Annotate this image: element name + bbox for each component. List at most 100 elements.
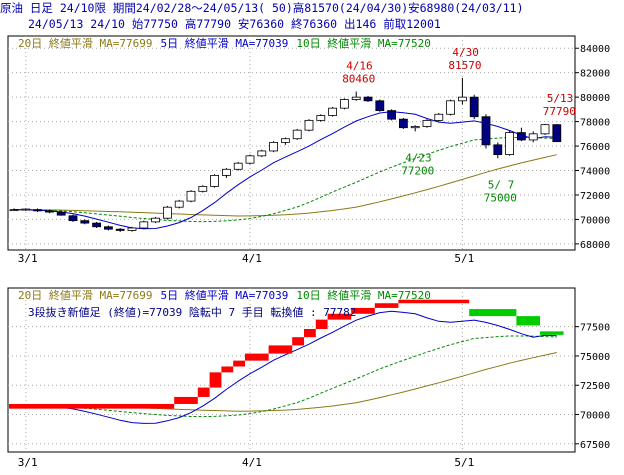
x-tick-label: 5/1 — [454, 456, 474, 469]
annotation-date: 4/16 — [346, 60, 373, 73]
candle-body — [517, 132, 526, 141]
step-block — [209, 372, 222, 388]
step-block — [221, 366, 234, 373]
candle-body — [92, 222, 101, 228]
x-tick-label: 4/1 — [242, 252, 262, 265]
y-tick-label: 76000 — [580, 142, 610, 153]
candle-body — [422, 119, 432, 127]
candle-body — [375, 100, 385, 111]
candle-body — [528, 133, 538, 141]
candle-body — [434, 113, 444, 121]
candle-body — [221, 168, 231, 176]
step-block — [315, 319, 328, 329]
candle-body — [45, 210, 54, 213]
candle-body — [446, 100, 456, 115]
candle-body — [151, 217, 161, 223]
y-tick-label: 72500 — [580, 381, 610, 392]
step-block — [174, 396, 198, 404]
x-tick-label: 3/1 — [18, 456, 38, 469]
candle-body — [540, 124, 550, 135]
ma20-line — [14, 154, 557, 217]
step-block — [233, 360, 245, 367]
step-block — [398, 299, 470, 304]
candle-body — [198, 186, 208, 192]
y-tick-label: 75000 — [580, 352, 610, 363]
step-block — [374, 303, 399, 308]
annotation-value: 77200 — [401, 164, 434, 177]
candle-body — [245, 155, 255, 164]
y-tick-label: 72000 — [580, 191, 610, 202]
candle-body — [115, 228, 125, 231]
step-block — [351, 307, 375, 314]
candle-body — [505, 132, 515, 156]
x-tick-label: 3/1 — [18, 252, 38, 265]
step-block — [304, 329, 316, 338]
candle-body — [304, 119, 314, 131]
chart-header-quote: 24/05/13 24/10 始77750 高77790 安76360 終763… — [0, 16, 624, 32]
y-tick-label: 78000 — [580, 118, 610, 129]
candle-body — [33, 209, 42, 212]
annotation-date: 5/13 — [547, 92, 574, 105]
step-info: 3段抜き新値足 (終値)=77039 陰転中 7 手目 転換値 : 77782 — [28, 305, 356, 319]
candle-body — [339, 99, 349, 109]
step-block — [245, 353, 269, 361]
ma10-line — [13, 335, 557, 418]
candle-body — [104, 226, 113, 230]
y-tick-label: 74000 — [580, 167, 610, 178]
step-block — [469, 309, 517, 317]
candle-body — [398, 118, 408, 129]
legend-entry: 5日 終値平滑 MA=77039 — [160, 288, 288, 302]
candle-body — [186, 190, 196, 202]
ma5-line — [13, 310, 557, 424]
candle-body — [162, 206, 172, 219]
candle-body — [127, 227, 137, 231]
annotation-value: 81570 — [448, 59, 481, 72]
annotation-value: 77790 — [543, 105, 576, 118]
annotation-date: 5/ 7 — [488, 178, 515, 191]
y-tick-label: 70000 — [580, 411, 610, 422]
chart-header-period: 原油 日足 24/10限 期間24/02/28～24/05/13( 50)高81… — [0, 0, 624, 17]
annotation-value: 75000 — [484, 191, 517, 204]
candle-body — [552, 124, 562, 143]
legend-entry: 10日 終値平滑 MA=77520 — [296, 288, 430, 302]
legend-entry: 10日 終値平滑 MA=77520 — [296, 36, 430, 50]
annotation-value: 80460 — [342, 73, 375, 86]
candle-body — [174, 200, 184, 208]
ma10-line — [13, 137, 557, 223]
candle-body — [233, 162, 243, 170]
step-block — [540, 331, 564, 335]
candle-body — [21, 208, 31, 211]
candle-body — [316, 115, 326, 121]
candle-body — [269, 141, 279, 152]
candle-body — [469, 96, 479, 118]
candle-body — [68, 215, 78, 222]
ma5-line — [13, 111, 557, 230]
candle-body — [493, 144, 503, 156]
step-block — [516, 316, 540, 326]
candle-body — [56, 211, 66, 216]
step-block — [292, 337, 304, 346]
legend-entry: 5日 終値平滑 MA=77039 — [160, 36, 288, 50]
legend-entry: 20日 終値平滑 MA=77699 — [18, 288, 152, 302]
step-block — [197, 387, 210, 397]
candle-body — [80, 220, 90, 224]
y-tick-label: 68000 — [580, 240, 610, 251]
candle-body — [292, 129, 302, 140]
y-tick-label: 77500 — [580, 323, 610, 334]
x-tick-label: 5/1 — [454, 252, 474, 265]
candle-body — [410, 126, 420, 129]
candle-body — [280, 138, 290, 143]
y-tick-label: 80000 — [580, 93, 610, 104]
candle-body — [457, 96, 467, 102]
annotation-date: 4/30 — [452, 46, 479, 59]
y-tick-label: 67500 — [580, 440, 610, 451]
quote-text: 24/05/13 24/10 始77750 高77790 安76360 終763… — [28, 17, 441, 31]
candle-body — [363, 96, 373, 102]
candle-body — [387, 110, 397, 120]
candle-body — [328, 107, 338, 116]
annotation-date: 4/23 — [405, 151, 432, 164]
candle-body — [210, 175, 220, 187]
legend-entry: 20日 終値平滑 MA=77699 — [18, 36, 152, 50]
